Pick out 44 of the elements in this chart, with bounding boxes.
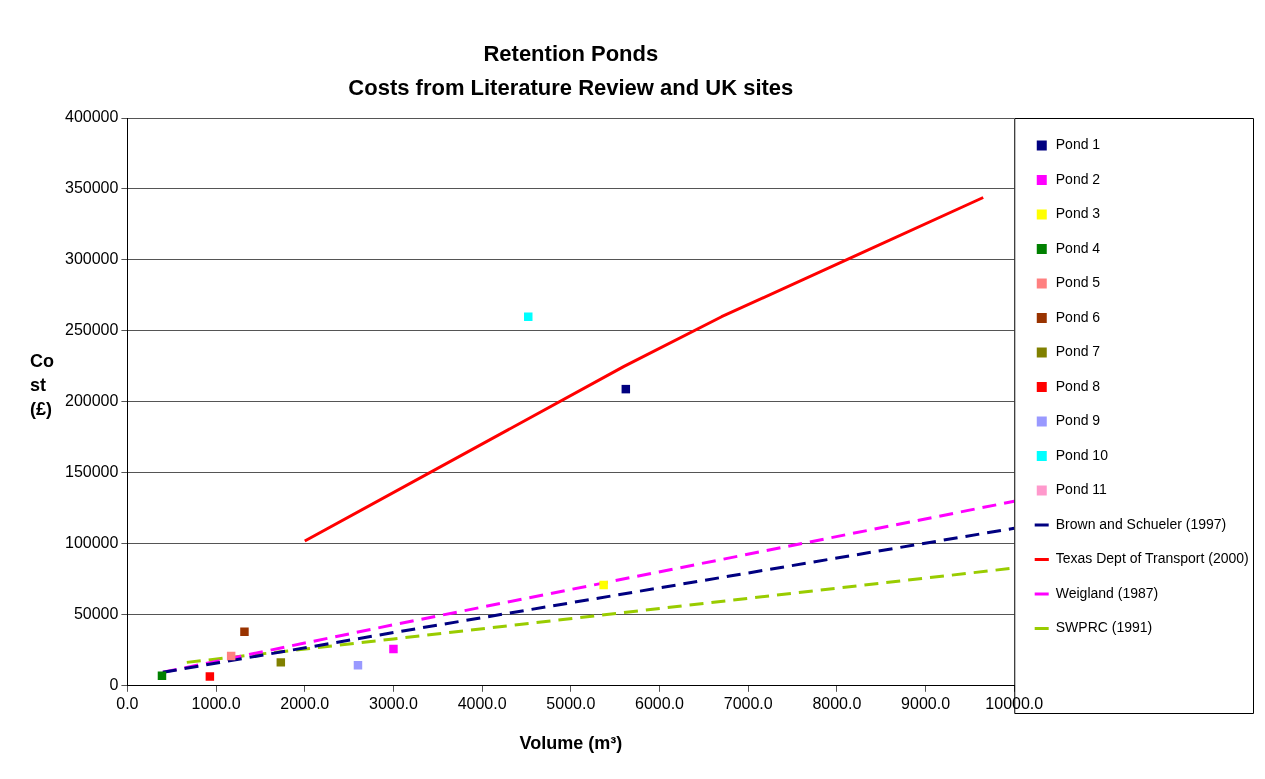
x-tick-label: 4000.0	[457, 694, 507, 712]
legend-label: Pond 1	[1055, 136, 1101, 153]
legend-label: Pond 10	[1055, 446, 1109, 463]
y-tick-label: 200000	[65, 392, 119, 410]
y-tick-label: 300000	[65, 250, 119, 268]
point	[599, 580, 608, 590]
point	[389, 644, 398, 654]
legend-label: Brown and Schueler (1997)	[1055, 515, 1227, 532]
legend-label: Pond 5	[1055, 274, 1101, 291]
x-axis-title: Volume (m³)	[519, 732, 623, 753]
legend-label: Pond 6	[1055, 308, 1101, 325]
x-tick-label: 5000.0	[546, 694, 596, 712]
x-tick-label: 7000.0	[723, 694, 773, 712]
legend-label: Weigland (1987)	[1055, 584, 1159, 601]
y-tick-label: 250000	[65, 321, 119, 339]
y-tick-label: 400000	[65, 108, 119, 126]
x-tick-label: 6000.0	[635, 694, 685, 712]
x-tick-label: 0.0	[116, 694, 139, 712]
legend-label: Texas Dept of Transport (2000)	[1055, 550, 1249, 567]
legend-label: Pond 9	[1055, 412, 1101, 429]
legend-label: Pond 2	[1055, 170, 1101, 187]
x-tick-label: 2000.0	[280, 694, 330, 712]
y-tick-label: 150000	[65, 463, 119, 481]
point	[240, 627, 249, 637]
chart-subtitle: Costs from Literature Review and UK sites	[348, 75, 794, 101]
y-tick-label: 0	[109, 676, 119, 694]
x-tick-label: 1000.0	[191, 694, 241, 712]
point	[524, 312, 533, 321]
legend-label: Pond 7	[1055, 343, 1101, 360]
chart-title: Retention Ponds	[483, 41, 659, 67]
y-axis-title: Cost (£)	[30, 350, 54, 419]
legend-label: Pond 11	[1055, 481, 1108, 498]
point	[205, 672, 215, 681]
x-tick-label: 8000.0	[812, 694, 862, 712]
point	[276, 658, 286, 667]
x-tick-label: 9000.0	[901, 694, 951, 712]
x-tick-label: 3000.0	[368, 694, 419, 712]
y-tick-label: 50000	[73, 605, 119, 623]
y-tick-label: 350000	[65, 179, 119, 197]
legend-label: SWPRC (1991)	[1055, 619, 1153, 636]
y-tick-label: 100000	[65, 534, 119, 552]
legend-label: Pond 3	[1055, 205, 1101, 222]
legend-label: Pond 8	[1055, 377, 1101, 394]
legend-label: Pond 4	[1055, 239, 1101, 256]
